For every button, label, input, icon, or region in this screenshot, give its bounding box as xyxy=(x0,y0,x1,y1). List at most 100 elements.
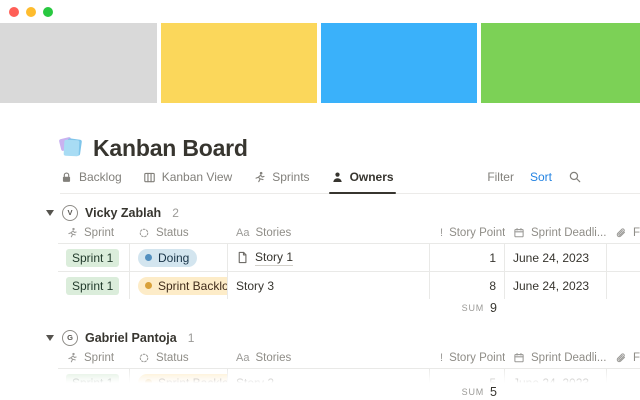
page-title[interactable]: Kanban Board xyxy=(93,134,248,161)
sum-row: sum 5 xyxy=(58,383,640,400)
tab-owners[interactable]: Owners xyxy=(328,170,396,194)
sort-button[interactable]: Sort xyxy=(529,170,552,184)
deadline-cell[interactable]: June 24, 2023 xyxy=(505,369,607,383)
column-header-status[interactable]: Status xyxy=(130,352,228,364)
cover-block-yellow xyxy=(161,23,317,103)
column-header-stories[interactable]: Aa Stories xyxy=(228,227,430,239)
story-cell[interactable]: Story 1 xyxy=(228,244,430,271)
column-header-files[interactable]: Files xyxy=(607,227,640,239)
minimize-window-button[interactable] xyxy=(26,6,36,17)
story-points-cell[interactable]: 1 xyxy=(430,244,505,271)
story-cell[interactable]: Story 3 xyxy=(228,272,430,299)
table-row: Sprint 1 Sprint Backlog Story 2 5 June 2… xyxy=(58,368,640,383)
group-count: 2 xyxy=(172,205,179,220)
sum-calculation[interactable]: sum 9 xyxy=(430,301,505,315)
runner-icon xyxy=(68,352,77,363)
view-toolbar: Backlog Kanban View Sprints Owners Filte… xyxy=(60,164,640,194)
avatar: G xyxy=(62,329,78,346)
deadline-cell[interactable]: June 24, 2023 xyxy=(505,272,607,299)
text-property-icon: Aa xyxy=(236,352,250,364)
story-cell[interactable]: Story 2 xyxy=(228,369,430,383)
status-cell[interactable]: Sprint Backlog xyxy=(130,369,228,383)
owner-name[interactable]: Vicky Zablah xyxy=(85,205,162,220)
column-label: Files xyxy=(633,227,640,239)
column-header-stories[interactable]: Aa Stories xyxy=(228,352,430,364)
column-label: Story Points xyxy=(449,227,505,239)
column-header-story-points[interactable]: ! Story Points xyxy=(430,227,505,239)
tab-kanban-view[interactable]: Kanban View xyxy=(143,170,232,193)
filter-button[interactable]: Filter xyxy=(487,170,514,184)
status-pill: Sprint Backlog xyxy=(138,276,227,295)
files-cell[interactable] xyxy=(607,244,640,271)
story-points-value: 8 xyxy=(489,278,496,293)
group-count: 1 xyxy=(187,330,195,345)
sprint-tag: Sprint 1 xyxy=(66,276,120,295)
sum-label: sum xyxy=(461,303,485,313)
collapse-toggle-icon[interactable] xyxy=(46,209,54,216)
number-property-icon: ! xyxy=(440,352,444,364)
sum-value: 9 xyxy=(490,301,497,315)
column-label: Sprint xyxy=(84,227,115,239)
cover-image xyxy=(0,23,640,103)
status-burst-icon xyxy=(139,353,149,363)
close-window-button[interactable] xyxy=(9,6,19,17)
deadline-cell[interactable]: June 24, 2023 xyxy=(505,244,607,271)
sum-calculation[interactable]: sum 5 xyxy=(430,385,505,399)
column-header-files[interactable]: Files xyxy=(607,352,640,364)
tab-label: Owners xyxy=(349,170,394,184)
calendar-icon xyxy=(514,352,524,363)
cover-block-green xyxy=(481,23,640,103)
text-property-icon: Aa xyxy=(236,227,250,239)
tab-label: Sprints xyxy=(272,170,310,184)
zoom-window-button[interactable] xyxy=(43,6,53,17)
window-titlebar xyxy=(0,0,640,23)
runner-icon xyxy=(255,171,265,182)
tab-sprints[interactable]: Sprints xyxy=(253,170,310,193)
search-button[interactable] xyxy=(568,170,582,184)
sum-row: sum 9 xyxy=(58,299,640,317)
tab-backlog[interactable]: Backlog xyxy=(60,170,122,193)
column-header-sprint-deadline[interactable]: Sprint Deadli... xyxy=(505,227,607,239)
column-label: Status xyxy=(156,227,189,239)
cover-block-gray xyxy=(0,23,157,103)
deadline-value: June 24, 2023 xyxy=(513,375,590,384)
owner-name[interactable]: Gabriel Pantoja xyxy=(85,330,177,345)
view-tabs: Backlog Kanban View Sprints Owners xyxy=(60,170,396,194)
paperclip-icon xyxy=(616,228,625,238)
column-label: Sprint Deadli... xyxy=(531,227,607,239)
column-header-sprint[interactable]: Sprint xyxy=(58,227,130,239)
sprint-cell[interactable]: Sprint 1 xyxy=(58,244,130,271)
status-cell[interactable]: Doing xyxy=(130,244,228,271)
story-points-cell[interactable]: 8 xyxy=(430,272,505,299)
cover-block-blue xyxy=(321,23,477,103)
sprint-tag: Sprint 1 xyxy=(66,373,120,383)
deadline-value: June 24, 2023 xyxy=(513,278,590,293)
status-dot xyxy=(145,254,152,261)
owners-table-group-2: Sprint Status Aa Stories ! Story Points … xyxy=(58,348,640,400)
column-header-row: Sprint Status Aa Stories ! Story Points … xyxy=(58,223,640,243)
deadline-value: June 24, 2023 xyxy=(513,250,590,265)
files-cell[interactable] xyxy=(607,272,640,299)
column-label: Sprint Deadli... xyxy=(531,352,607,364)
sprint-cell[interactable]: Sprint 1 xyxy=(58,369,130,383)
column-header-story-points[interactable]: ! Story Points xyxy=(430,352,505,364)
status-cell[interactable]: Sprint Backlog xyxy=(130,272,228,299)
story-title: Story 3 xyxy=(236,278,275,293)
owners-table-group-1: Sprint Status Aa Stories ! Story Points … xyxy=(58,223,640,317)
story-title: Story 1 xyxy=(255,249,294,266)
table-row: Sprint 1 Sprint Backlog Story 3 8 June 2… xyxy=(58,271,640,299)
sprint-cell[interactable]: Sprint 1 xyxy=(58,272,130,299)
story-points-cell[interactable]: 5 xyxy=(430,369,505,383)
number-property-icon: ! xyxy=(440,227,444,239)
column-header-sprint[interactable]: Sprint xyxy=(58,352,130,364)
column-header-sprint-deadline[interactable]: Sprint Deadli... xyxy=(505,352,607,364)
column-header-status[interactable]: Status xyxy=(130,227,228,239)
clipped-row-fade: Sprint 1 Sprint Backlog Story 2 5 June 2… xyxy=(58,368,640,383)
sum-label: sum xyxy=(461,387,485,397)
status-label: Doing xyxy=(158,250,190,265)
collapse-toggle-icon[interactable] xyxy=(46,334,54,341)
avatar: V xyxy=(62,204,78,221)
person-icon xyxy=(332,171,342,182)
files-cell[interactable] xyxy=(607,369,640,383)
